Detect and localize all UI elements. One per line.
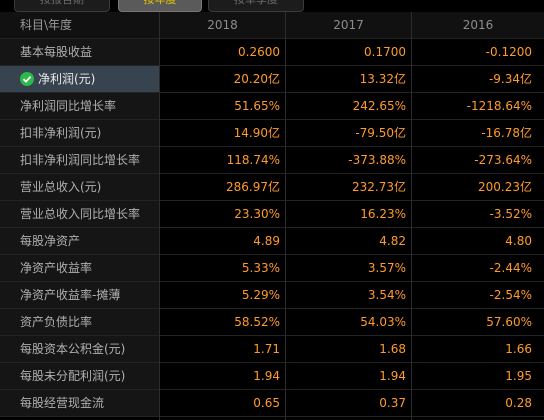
row-value: 1.66 [412, 336, 544, 362]
row-value: 4.80 [412, 228, 544, 254]
table-row[interactable]: 营业总收入(元) 286.97亿 232.73亿 200.23亿 [0, 174, 544, 201]
row-label: 扣非净利润(元) [0, 120, 159, 146]
row-label: 营业总收入同比增长率 [0, 201, 159, 227]
row-value: -1218.64% [412, 93, 544, 119]
row-value: 0.2600 [160, 39, 285, 65]
row-value: 4.82 [286, 228, 411, 254]
tab-by-year[interactable]: 按年度 [118, 0, 202, 12]
row-divider [0, 281, 544, 282]
row-divider [0, 254, 544, 255]
row-value: 58.52% [160, 309, 285, 335]
row-value: 286.97亿 [160, 174, 285, 200]
column-divider [159, 12, 160, 420]
table-row[interactable]: 营业总收入同比增长率 23.30% 16.23% -3.52% [0, 201, 544, 228]
header-year-2017[interactable]: 2017 [286, 12, 411, 38]
row-label: 扣非净利润同比增长率 [0, 147, 159, 173]
row-label: 每股净资产 [0, 228, 159, 254]
table-row[interactable]: 扣非净利润(元) 14.90亿 -79.50亿 -16.78亿 [0, 120, 544, 147]
row-value: -9.34亿 [412, 66, 544, 92]
table-row[interactable]: 基本每股收益 0.2600 0.1700 -0.1200 [0, 39, 544, 66]
row-divider [0, 38, 544, 39]
row-value: 0.1700 [286, 39, 411, 65]
row-value: -273.64% [412, 147, 544, 173]
row-divider [0, 416, 544, 417]
row-label: 每股经营现金流 [0, 390, 159, 416]
row-value: 242.65% [286, 93, 411, 119]
table-row[interactable]: 每股净资产 4.89 4.82 4.80 [0, 228, 544, 255]
table-row[interactable]: 净资产收益率 5.33% 3.57% -2.44% [0, 255, 544, 282]
row-divider [0, 389, 544, 390]
row-value: 0.28 [412, 390, 544, 416]
table-row[interactable]: 扣非净利润同比增长率 118.74% -373.88% -273.64% [0, 147, 544, 174]
financial-indicators-table: 科目\年度 2018 2017 2016 基本每股收益 0.2600 0.170… [0, 12, 544, 420]
row-value: -2.44% [412, 255, 544, 281]
row-label: 资产负债比率 [0, 309, 159, 335]
header-year-2016[interactable]: 2016 [412, 12, 544, 38]
row-value: 4.89 [160, 228, 285, 254]
row-divider [0, 146, 544, 147]
row-label: 净利润同比增长率 [0, 93, 159, 119]
row-value: 54.03% [286, 309, 411, 335]
row-value: 16.23% [286, 201, 411, 227]
row-divider [0, 119, 544, 120]
table-row[interactable]: 净利润同比增长率 51.65% 242.65% -1218.64% [0, 93, 544, 120]
row-value: 1.68 [286, 336, 411, 362]
row-value: -0.1200 [412, 39, 544, 65]
table-header-row: 科目\年度 2018 2017 2016 [0, 12, 544, 39]
row-label: 净资产收益率-摊薄 [0, 282, 159, 308]
table-row[interactable]: 资产负债比率 58.52% 54.03% 57.60% [0, 309, 544, 336]
table-row-selected[interactable]: 净利润(元) 20.20亿 13.32亿 -9.34亿 [0, 66, 544, 93]
row-value: 14.90亿 [160, 120, 285, 146]
row-value: -16.78亿 [412, 120, 544, 146]
row-value: 23.30% [160, 201, 285, 227]
check-icon [20, 72, 34, 86]
row-value: -2.54% [412, 282, 544, 308]
row-value: 13.32亿 [286, 66, 411, 92]
row-value: 1.95 [412, 363, 544, 389]
row-value: 1.71 [160, 336, 285, 362]
tab-by-quarter[interactable]: 按单季度 [208, 0, 304, 12]
column-divider [411, 12, 412, 420]
table-row[interactable]: 每股资本公积金(元) 1.71 1.68 1.66 [0, 336, 544, 363]
row-value: 0.65 [160, 390, 285, 416]
row-label: 每股资本公积金(元) [0, 336, 159, 362]
row-value: 5.29% [160, 282, 285, 308]
row-value: 0.37 [286, 390, 411, 416]
row-value: 118.74% [160, 147, 285, 173]
period-tabs: 按报告期 按年度 按单季度 [0, 0, 544, 12]
row-divider [0, 308, 544, 309]
row-divider [0, 335, 544, 336]
row-value: 232.73亿 [286, 174, 411, 200]
row-value: 51.65% [160, 93, 285, 119]
row-value: -373.88% [286, 147, 411, 173]
header-subject-year: 科目\年度 [0, 12, 159, 38]
row-value: 200.23亿 [412, 174, 544, 200]
row-value: 3.54% [286, 282, 411, 308]
row-label: 基本每股收益 [0, 39, 159, 65]
table-row[interactable]: 净资产收益率-摊薄 5.29% 3.54% -2.54% [0, 282, 544, 309]
row-label: 每股未分配利润(元) [0, 363, 159, 389]
row-value: 3.57% [286, 255, 411, 281]
row-divider [0, 92, 544, 93]
row-divider [0, 173, 544, 174]
row-divider [0, 200, 544, 201]
row-value: 1.94 [286, 363, 411, 389]
tab-by-report-period[interactable]: 按报告期 [14, 0, 110, 12]
row-value: 20.20亿 [160, 66, 285, 92]
table-row[interactable]: 每股未分配利润(元) 1.94 1.94 1.95 [0, 363, 544, 390]
row-value: 57.60% [412, 309, 544, 335]
row-value: 1.94 [160, 363, 285, 389]
row-value: -3.52% [412, 201, 544, 227]
row-divider [0, 65, 544, 66]
table-row[interactable]: 每股经营现金流 0.65 0.37 0.28 [0, 390, 544, 417]
header-year-2018[interactable]: 2018 [160, 12, 285, 38]
row-divider [0, 227, 544, 228]
column-divider [285, 12, 286, 420]
row-label: 净资产收益率 [0, 255, 159, 281]
row-value: -79.50亿 [286, 120, 411, 146]
row-label: 营业总收入(元) [0, 174, 159, 200]
row-divider [0, 362, 544, 363]
row-value: 5.33% [160, 255, 285, 281]
